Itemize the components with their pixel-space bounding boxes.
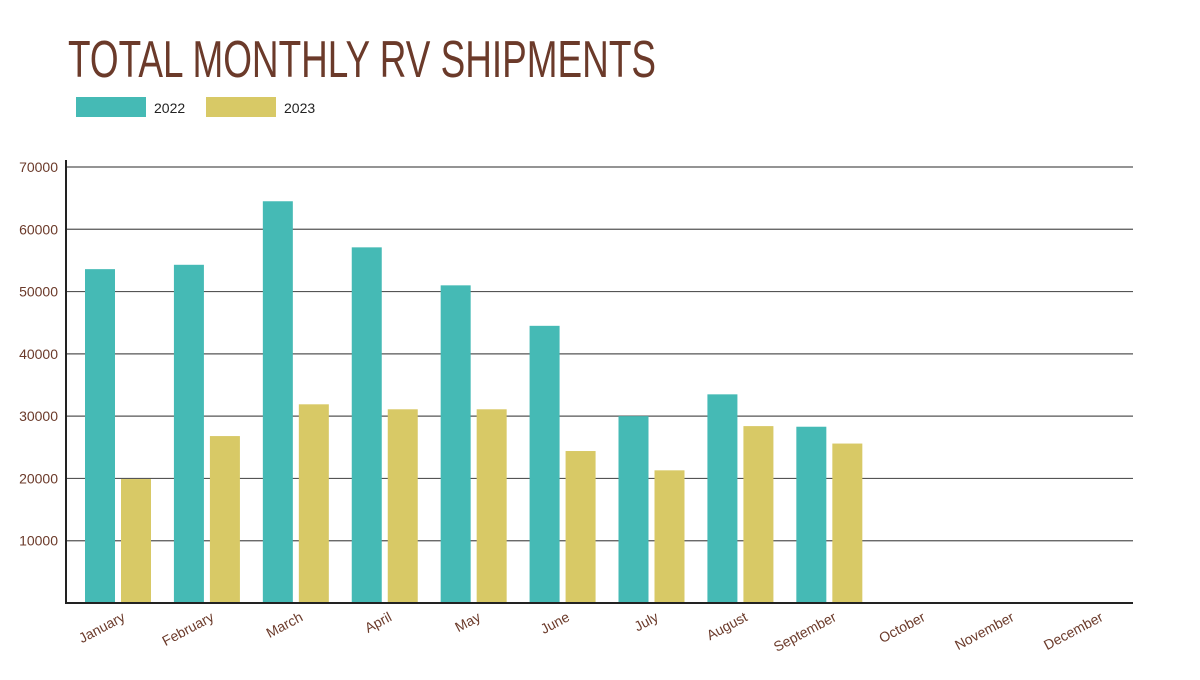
legend-swatch-2023 — [206, 97, 276, 117]
bar-september-2023 — [832, 443, 863, 603]
bar-february-2023 — [209, 436, 240, 603]
x-tick-label: May — [452, 609, 483, 636]
y-tick-label: 40000 — [19, 346, 58, 362]
bar-may-2023 — [476, 409, 507, 603]
x-tick-label: November — [952, 608, 1017, 653]
bars — [85, 201, 863, 603]
x-tick-label: April — [362, 609, 394, 636]
bar-january-2022 — [85, 269, 115, 603]
y-tick-label: 50000 — [19, 284, 58, 300]
y-tick-label: 10000 — [19, 533, 58, 549]
bar-april-2022 — [351, 247, 382, 603]
legend-label: 2022 — [154, 100, 185, 116]
y-tick-label: 60000 — [19, 221, 58, 237]
x-tick-label: February — [159, 609, 216, 649]
legend: 2022 2023 — [76, 97, 315, 117]
bar-july-2023 — [654, 470, 685, 603]
x-tick-label: August — [704, 608, 750, 643]
bar-august-2022 — [707, 394, 738, 603]
x-tick-label: September — [771, 608, 839, 654]
x-tick-label: July — [631, 609, 661, 635]
x-tick-label: January — [76, 609, 127, 647]
x-tick-label: October — [876, 608, 928, 646]
bar-september-2022 — [796, 426, 827, 603]
bar-april-2023 — [387, 409, 418, 603]
chart-title: TOTAL MONTHLY RV SHIPMENTS — [68, 31, 656, 89]
legend-swatch-2022 — [76, 97, 146, 117]
bar-july-2022 — [618, 416, 649, 603]
x-tick-label: March — [263, 609, 305, 641]
x-tick-label: June — [538, 608, 573, 636]
bar-march-2023 — [298, 404, 329, 603]
y-tick-label: 70000 — [19, 159, 58, 175]
x-tick-label: December — [1041, 608, 1106, 653]
bar-june-2022 — [529, 325, 560, 603]
bar-august-2023 — [743, 426, 774, 603]
x-axis-labels: January February March April May June July Augu… — [76, 608, 1106, 654]
bar-january-2023 — [121, 479, 151, 603]
y-tick-label: 30000 — [19, 408, 58, 424]
y-tick-label: 20000 — [19, 470, 58, 486]
bar-june-2023 — [565, 451, 596, 603]
y-axis-labels: 10000 20000 30000 40000 50000 60000 70000 — [19, 159, 58, 549]
bar-february-2022 — [173, 264, 204, 603]
bar-may-2022 — [440, 285, 471, 603]
legend-label: 2023 — [284, 100, 315, 116]
gridlines — [66, 166, 1133, 542]
bar-march-2022 — [262, 201, 293, 603]
